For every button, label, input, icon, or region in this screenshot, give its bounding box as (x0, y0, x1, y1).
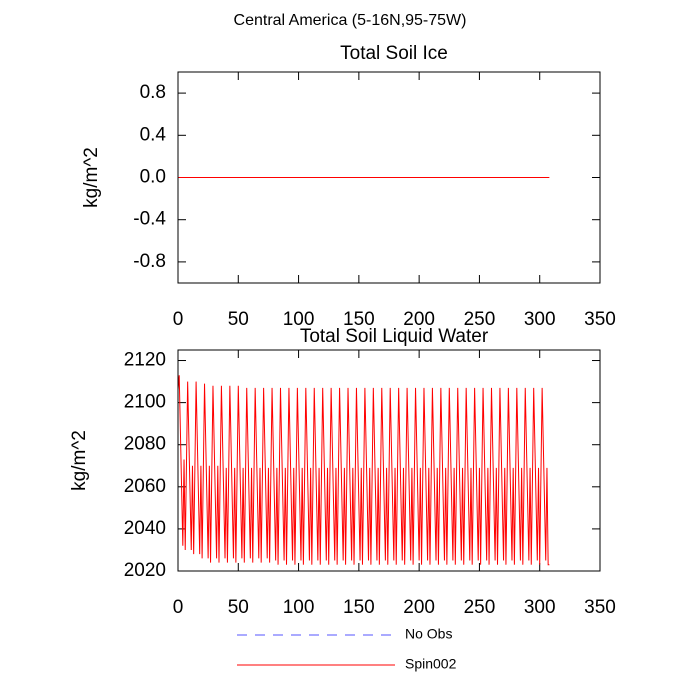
x-tick-label: 100 (283, 597, 315, 618)
x-tick-label: 250 (464, 309, 496, 330)
x-tick-label: 50 (228, 309, 249, 330)
panel-title: Total Soil Ice (340, 43, 448, 64)
y-tick-label: 2120 (124, 350, 166, 371)
y-tick-label: 2040 (124, 518, 166, 539)
legend-label: No Obs (405, 626, 452, 642)
figure-title: Central America (5-16N,95-75W) (234, 12, 467, 29)
x-tick-label: 350 (584, 597, 616, 618)
y-tick-label: -0.8 (133, 251, 166, 272)
x-tick-label: 0 (173, 597, 184, 618)
plot-frame (177, 71, 601, 284)
y-tick-label: 2020 (124, 560, 166, 581)
x-tick-label: 150 (343, 309, 375, 330)
y-tick-label: 2060 (124, 476, 166, 497)
y-tick-label: 0.0 (140, 167, 166, 188)
x-tick-label: 250 (464, 597, 496, 618)
x-tick-label: 150 (343, 597, 375, 618)
y-tick-label: 2100 (124, 392, 166, 413)
data-line (177, 375, 550, 566)
x-tick-label: 100 (283, 309, 315, 330)
x-tick-label: 200 (403, 597, 435, 618)
x-tick-label: 350 (584, 309, 616, 330)
panel-title: Total Soil Liquid Water (300, 326, 489, 347)
x-tick-label: 300 (524, 597, 556, 618)
x-tick-label: 200 (403, 309, 435, 330)
legend-label: Spin002 (405, 656, 457, 672)
x-tick-label: 50 (228, 597, 249, 618)
y-tick-label: 2080 (124, 434, 166, 455)
y-tick-label: -0.4 (133, 209, 166, 230)
plot-frame (177, 349, 601, 572)
x-tick-label: 0 (173, 309, 184, 330)
x-tick-label: 300 (524, 309, 556, 330)
y-axis-label: kg/m^2 (81, 147, 102, 208)
y-tick-label: 0.8 (140, 82, 166, 103)
y-axis-label: kg/m^2 (69, 430, 90, 491)
y-tick-label: 0.4 (140, 124, 167, 145)
